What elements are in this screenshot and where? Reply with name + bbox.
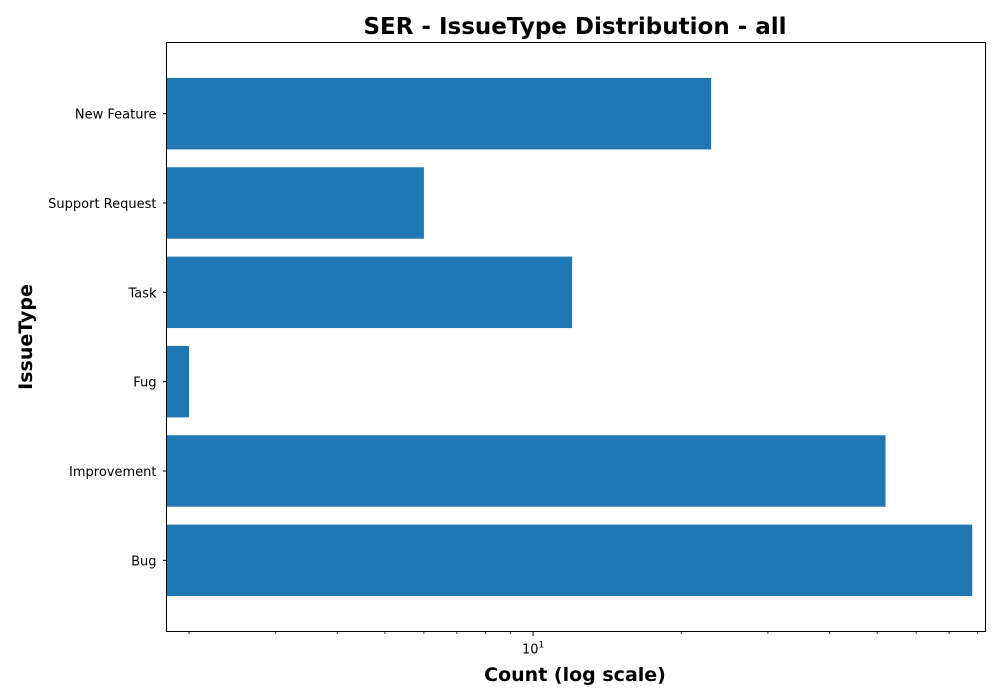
ticks-group: New Feature Support Request Task Fug Improve… [48, 108, 979, 658]
y-tick-label-task: Task [127, 286, 157, 301]
bar-task [166, 256, 573, 329]
bar-improvement [166, 435, 886, 507]
chart-title: SER - IssueType Distribution - all [363, 14, 786, 40]
y-tick-label-new-feature: New Feature [75, 108, 157, 123]
y-tick-label-bug: Bug [131, 554, 156, 569]
y-axis-label: IssueType [15, 284, 37, 390]
x-axis-label: Count (log scale) [484, 664, 666, 686]
plot-frame [166, 42, 986, 632]
bars-group [166, 77, 973, 597]
bar-support-request [166, 167, 424, 239]
y-tick-label-support-request: Support Request [48, 197, 156, 212]
y-tick-label-improvement: Improvement [69, 465, 156, 480]
bar-fug [166, 345, 190, 418]
bar-bug [166, 524, 973, 597]
bar-new-feature [166, 77, 712, 150]
y-tick-label-fug: Fug [133, 376, 156, 391]
x-tick-label-10: 101 [522, 641, 544, 658]
